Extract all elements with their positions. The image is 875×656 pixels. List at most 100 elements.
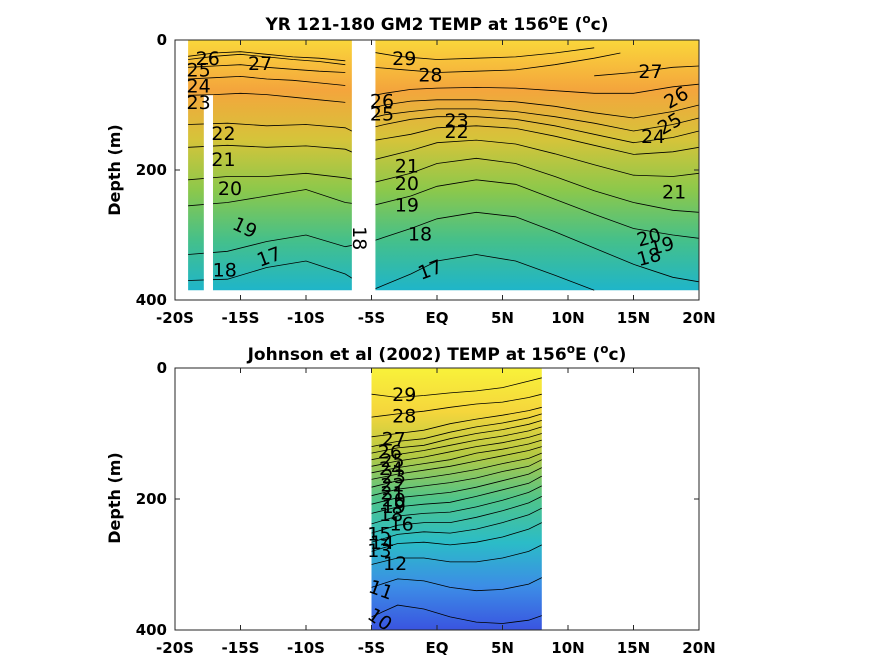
- contour-label: 21: [211, 149, 235, 171]
- contour-line-19: [188, 179, 700, 239]
- contour-label: 19: [395, 194, 419, 216]
- y-axis-label-top: Depth (m): [105, 124, 124, 216]
- x-tick-label: 10N: [551, 639, 584, 656]
- contour-label: 13: [367, 540, 391, 562]
- contour-label: 18: [348, 226, 370, 250]
- contour-line-12: [371, 544, 542, 565]
- contour-label: 24: [186, 75, 210, 97]
- contour-label: 26: [378, 442, 402, 464]
- contour-line-22: [371, 439, 542, 474]
- contour-label: 18: [379, 504, 403, 526]
- contour-label: 19: [382, 496, 406, 518]
- x-tick-label: 20N: [682, 309, 715, 327]
- contour-label: 21: [380, 482, 404, 504]
- contour-label: 23: [186, 92, 210, 114]
- contour-line-11: [371, 577, 542, 592]
- x-tick-label: -20S: [156, 309, 194, 327]
- x-tick-label: EQ: [426, 309, 449, 327]
- contour-line-28: [371, 393, 542, 418]
- contour-label: 15: [367, 524, 391, 546]
- contour-line-20: [371, 452, 542, 488]
- contour-label: 12: [383, 553, 407, 575]
- contour-label: 28: [392, 406, 416, 428]
- temperature-field: [371, 368, 542, 630]
- contour-line-29: [371, 377, 542, 398]
- contour-label: 29: [392, 384, 416, 406]
- contour-line-26: [358, 83, 700, 99]
- contour-label: 18: [408, 224, 432, 246]
- contour-label: 29: [392, 48, 416, 70]
- contour-line-25: [188, 64, 346, 73]
- panel-top: YR 121-180 GM2 TEMP at 156oE (oc) Depth …: [105, 12, 716, 327]
- contour-label: 22: [211, 123, 235, 145]
- contour-label: 23: [382, 466, 406, 488]
- contour-label: 20: [218, 178, 242, 200]
- contour-label: 20: [382, 489, 406, 511]
- contour-line-18: [188, 211, 700, 283]
- contour-line-27: [594, 65, 700, 77]
- x-tick-label: -5S: [358, 309, 385, 327]
- contour-line-28: [358, 52, 621, 73]
- contour-label: 24: [641, 126, 665, 148]
- contour-line-19: [371, 459, 542, 497]
- x-tick-label: 5N: [491, 309, 514, 327]
- contour-label: 21: [662, 181, 686, 203]
- contour-line-24: [188, 75, 346, 86]
- contour-line-27: [188, 53, 346, 66]
- x-tick-label: -10S: [287, 639, 325, 656]
- x-tick-label: -20S: [156, 639, 194, 656]
- contour-line-26: [371, 413, 542, 447]
- contour-label: 21: [395, 155, 419, 177]
- contour-label: 23: [445, 110, 469, 132]
- contour-line-18: [371, 467, 542, 505]
- y-tick-label: 0: [157, 31, 167, 49]
- contour-line-13: [371, 522, 542, 552]
- chart-title-bottom: Johnson et al (2002) TEMP at 156oE (oc): [247, 342, 627, 365]
- contour-label: 27: [248, 53, 272, 75]
- contour-label: 28: [418, 64, 442, 86]
- no-data-gap: [366, 111, 375, 300]
- contour-line-15: [371, 496, 542, 534]
- y-tick-label: 400: [136, 621, 167, 639]
- plot-area-bottom: 29282726252423222120191816151413121110-2…: [136, 359, 716, 656]
- y-tick-label: 0: [157, 359, 167, 377]
- y-axis-label-bottom: Depth (m): [105, 452, 124, 544]
- contour-label: 25: [380, 450, 404, 472]
- contour-line-27: [371, 406, 542, 438]
- y-tick-label: 200: [136, 490, 167, 508]
- no-data-gap: [203, 95, 213, 300]
- contour-line-20: [188, 157, 700, 213]
- contour-line-25: [371, 420, 542, 454]
- x-tick-label: -10S: [287, 309, 325, 327]
- contour-label: 18: [213, 259, 237, 281]
- contour-line-22: [188, 122, 700, 155]
- contour-label: 22: [445, 121, 469, 143]
- contour-label: 24: [379, 458, 403, 480]
- contour-line-17: [188, 254, 595, 291]
- contour-line-23: [371, 433, 542, 467]
- contour-line-26: [188, 51, 346, 62]
- contour-label: 26: [196, 48, 220, 70]
- contour-label: 22: [380, 474, 404, 496]
- x-tick-label: 5N: [491, 639, 514, 656]
- contour-label: 14: [370, 532, 394, 554]
- contour-label: 20: [395, 173, 419, 195]
- x-tick-label: 10N: [551, 309, 584, 327]
- x-tick-label: -15S: [222, 309, 260, 327]
- contour-line-23: [358, 116, 700, 144]
- y-tick-label: 200: [136, 161, 167, 179]
- x-tick-label: 15N: [617, 309, 650, 327]
- x-tick-label: -15S: [222, 639, 260, 656]
- x-tick-label: 15N: [617, 639, 650, 656]
- x-tick-label: EQ: [426, 639, 449, 656]
- panel-bottom: Johnson et al (2002) TEMP at 156oE (oc) …: [105, 342, 716, 656]
- contour-label: 27: [382, 429, 406, 451]
- contour-line-17: [371, 475, 542, 514]
- contour-line-23: [188, 92, 346, 103]
- contour-line-21: [371, 446, 542, 480]
- contour-line-24: [371, 426, 542, 461]
- y-tick-label: 400: [136, 291, 167, 309]
- contour-line-29: [358, 47, 595, 60]
